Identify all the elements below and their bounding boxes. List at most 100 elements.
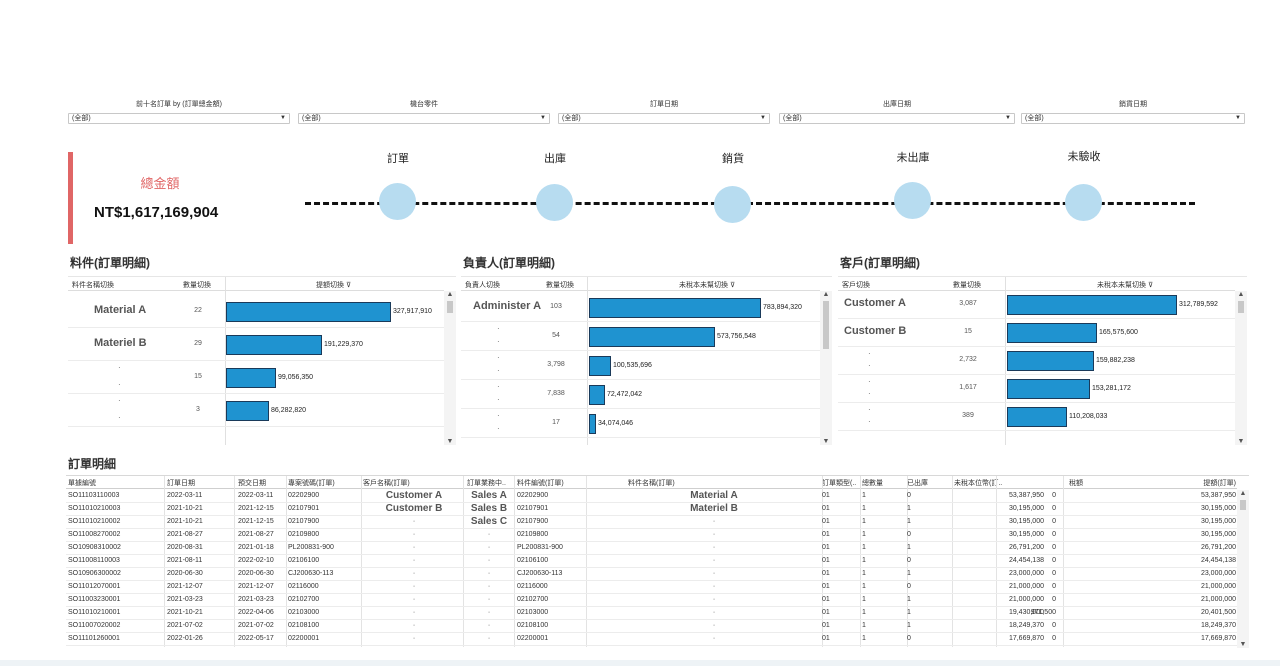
stage-circle[interactable] [1065, 184, 1102, 221]
scroll-thumb[interactable] [447, 301, 453, 313]
detail-row[interactable]: SO11008110003 2021-08-11 2022-02-10 0210610… [66, 555, 1237, 568]
stage-sales[interactable]: 銷貨 [693, 150, 773, 223]
vertical-scrollbar[interactable]: ▲ ▼ [444, 291, 456, 445]
scroll-down-icon[interactable]: ▼ [1239, 641, 1247, 648]
stage-circle[interactable] [714, 186, 751, 223]
stage-circle[interactable] [536, 184, 573, 221]
detail-cell: SO10906300002 [68, 570, 121, 577]
detail-row[interactable]: SO10906300002 2020-06-30 2020-06-30 CJ20063… [66, 568, 1237, 581]
panel-row[interactable]: · · 1,617 153,281,172 [838, 375, 1235, 403]
header-dimension-toggle[interactable]: 客戶切換 [842, 282, 870, 289]
amount-bar[interactable] [226, 301, 391, 322]
detail-header-cell[interactable]: 料件編號(訂單) [517, 480, 564, 487]
panel-row[interactable]: · · 389 110,208,033 [838, 403, 1235, 431]
filter-dropdown[interactable]: (全部) ▼ [1021, 113, 1245, 124]
header-dimension-toggle[interactable]: 負責人切換 [465, 282, 500, 289]
detail-row[interactable]: SO11003230001 2021-03-23 2021-03-23 0210270… [66, 594, 1237, 607]
stage-circle[interactable] [894, 182, 931, 219]
panel-row[interactable]: · · 17 34,074,046 [461, 409, 820, 438]
detail-header-cell[interactable]: 訂單業務中.. [467, 480, 506, 487]
detail-cell: 01 [822, 609, 830, 616]
panel-row[interactable]: · · 3,798 100,535,696 [461, 351, 820, 380]
scroll-up-icon[interactable]: ▲ [446, 291, 454, 298]
detail-header-cell[interactable]: 未稅本位幣(訂.. [954, 480, 1003, 487]
panel-row[interactable]: · · 7,838 72,472,042 [461, 380, 820, 409]
panel-row[interactable]: Materiel B 29 191,229,370 [68, 328, 444, 361]
panel-row[interactable]: · · 15 99,056,350 [68, 361, 444, 394]
detail-header-cell[interactable]: 料件名稱(訂單) [628, 480, 675, 487]
scroll-thumb[interactable] [823, 301, 829, 349]
detail-header-cell[interactable]: 客戶名稱(訂單) [363, 480, 410, 487]
panel-row[interactable]: Administer A 103 783,894,320 [461, 293, 820, 322]
detail-row[interactable]: SO10908310002 2020-08-31 2021-01-18 PL20083… [66, 542, 1237, 555]
panel-row[interactable]: Customer A 3,087 312,789,592 [838, 291, 1235, 319]
stage-shipped[interactable]: 出庫 [515, 150, 595, 221]
detail-scrollbar[interactable]: ▲ ▼ [1237, 490, 1249, 648]
stage-unaccepted[interactable]: 未驗收 [1044, 148, 1124, 221]
detail-row[interactable]: SO11008270002 2021-08-27 2021-08-27 0210980… [66, 529, 1237, 542]
detail-cell: SO11103110003 [68, 492, 120, 499]
filter-dropdown[interactable]: (全部) ▼ [298, 113, 550, 124]
detail-header-cell[interactable]: 單據編號 [68, 480, 96, 487]
detail-header-cell[interactable]: 訂單類型(.. [822, 480, 857, 487]
detail-row[interactable]: SO11010210002 2021-10-21 2021-12-15 0210790… [66, 516, 1237, 529]
header-count-toggle[interactable]: 數量切換 [183, 282, 211, 289]
filter-dropdown[interactable]: (全部) ▼ [68, 113, 290, 124]
panel-row[interactable]: Material A 22 327,917,910 [68, 295, 444, 328]
amount-bar[interactable] [1007, 407, 1067, 427]
filter-dropdown[interactable]: (全部) ▼ [779, 113, 1015, 124]
filter-dropdown[interactable]: (全部) ▼ [558, 113, 770, 124]
header-dimension-toggle[interactable]: 料件名稱切換 [72, 282, 114, 289]
amount-bar[interactable] [226, 334, 322, 355]
detail-header-cell[interactable]: 已出庫 [907, 480, 928, 487]
detail-row[interactable]: SO11010210003 2021-10-21 2021-12-15 0210790… [66, 503, 1237, 516]
stage-circle[interactable] [379, 183, 416, 220]
vertical-scrollbar[interactable]: ▲ ▼ [820, 291, 832, 445]
amount-bar[interactable] [1007, 323, 1097, 343]
panel-row[interactable]: · · 3 86,282,820 [68, 394, 444, 427]
scroll-up-icon[interactable]: ▲ [1237, 291, 1245, 298]
detail-row[interactable]: SO11101260001 2022-01-26 2022-05-17 0220000… [66, 633, 1237, 646]
panel-row[interactable]: Customer B 15 165,575,600 [838, 319, 1235, 347]
amount-bar[interactable] [589, 297, 761, 318]
amount-bar[interactable] [1007, 295, 1177, 315]
panel-row[interactable]: · · 2,732 159,882,238 [838, 347, 1235, 375]
amount-bar[interactable] [1007, 379, 1090, 399]
scroll-up-icon[interactable]: ▲ [1239, 490, 1247, 497]
detail-row[interactable]: SO11010210001 2021-10-21 2022-04-06 0210300… [66, 607, 1237, 620]
amount-bar[interactable] [226, 400, 269, 421]
detail-cell: · [487, 531, 491, 538]
amount-bar[interactable] [1007, 351, 1094, 371]
header-amount-toggle[interactable]: 提額切換 ⊽ [316, 282, 352, 289]
amount-bar[interactable] [589, 413, 596, 434]
detail-row[interactable]: SO11012070001 2021-12-07 2021-12-07 0211600… [66, 581, 1237, 594]
scroll-thumb[interactable] [1238, 301, 1244, 313]
header-count-toggle[interactable]: 數量切換 [546, 282, 574, 289]
amount-label: 191,229,370 [324, 340, 363, 348]
stage-order[interactable]: 訂單 [358, 150, 438, 220]
detail-header-cell[interactable]: 稅額 [1069, 480, 1083, 487]
detail-row[interactable]: SO11103110003 2022-03-11 2022-03-11 0220290… [66, 490, 1237, 503]
detail-header-cell[interactable]: 訂單日期 [167, 480, 195, 487]
detail-header-cell[interactable]: 提額(訂單) [1203, 480, 1236, 487]
amount-bar[interactable] [589, 355, 611, 376]
header-amount-toggle[interactable]: 未稅本未幫切換 ⊽ [679, 282, 736, 289]
amount-bar[interactable] [589, 326, 715, 347]
scroll-down-icon[interactable]: ▼ [446, 438, 454, 445]
scroll-down-icon[interactable]: ▼ [822, 438, 830, 445]
detail-row[interactable]: SO11007020002 2021-07-02 2021-07-02 0210810… [66, 620, 1237, 633]
amount-bar[interactable] [589, 384, 605, 405]
scroll-thumb[interactable] [1240, 500, 1246, 510]
scroll-up-icon[interactable]: ▲ [822, 291, 830, 298]
detail-header-cell[interactable]: 預交日期 [238, 480, 266, 487]
amount-bar[interactable] [226, 367, 276, 388]
scroll-down-icon[interactable]: ▼ [1237, 438, 1245, 445]
detail-header-cell[interactable]: 總數量 [862, 480, 883, 487]
panel-row[interactable]: · · 54 573,756,548 [461, 322, 820, 351]
detail-header-cell[interactable]: 專案號碼(訂單) [288, 480, 335, 487]
header-count-toggle[interactable]: 數量切換 [953, 282, 981, 289]
vertical-scrollbar[interactable]: ▲ ▼ [1235, 291, 1247, 445]
stage-unshipped[interactable]: 未出庫 [873, 149, 953, 219]
detail-cell: · [412, 531, 416, 538]
header-amount-toggle[interactable]: 未稅本未幫切換 ⊽ [1097, 282, 1154, 289]
